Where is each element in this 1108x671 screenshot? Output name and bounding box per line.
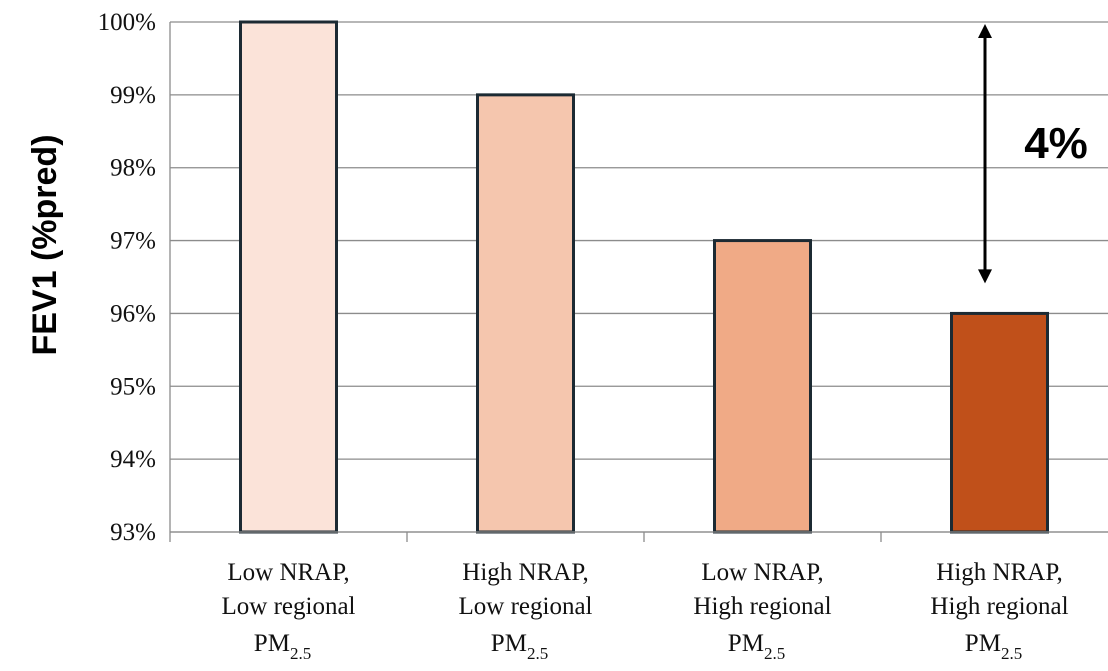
arrow-head-up-icon: [978, 24, 992, 38]
pm-text: PM: [254, 630, 290, 657]
category-label-line: High NRAP,: [462, 559, 588, 586]
y-tick-label: 93%: [110, 519, 156, 546]
pm-subscript: 2.5: [764, 644, 785, 663]
y-tick-label: 100%: [98, 9, 156, 36]
x-category-label: Low NRAP, Low regional PM2.5: [222, 559, 356, 663]
y-tick-label: 96%: [110, 300, 156, 327]
y-tick-label: 97%: [110, 228, 156, 255]
x-category-label: High NRAP, High regional PM2.5: [930, 559, 1068, 663]
bar: [713, 239, 812, 534]
pm-subscript: 2.5: [527, 644, 548, 663]
pm-subscript: 2.5: [290, 644, 311, 663]
bar: [476, 93, 575, 534]
pm-text: PM: [728, 630, 764, 657]
category-label-line: Low NRAP,: [701, 559, 823, 586]
x-category-label: Low NRAP, High regional PM2.5: [693, 559, 831, 663]
category-label-pm: PM2.5: [254, 630, 311, 663]
category-label-line: Low NRAP,: [227, 559, 349, 586]
y-tick-label: 99%: [110, 82, 156, 109]
axes: [169, 22, 1108, 542]
y-tick-labels: 100% 99% 98% 97% 96% 95% 94% 93%: [98, 9, 156, 546]
pm-text: PM: [491, 630, 527, 657]
category-label-line: High regional: [693, 593, 831, 620]
y-tick-label: 95%: [110, 373, 156, 400]
category-label-line: Low regional: [222, 593, 356, 620]
x-category-label: High NRAP, Low regional PM2.5: [459, 559, 593, 663]
annotation-label: 4%: [1024, 119, 1088, 168]
difference-annotation: 4%: [978, 24, 1088, 284]
y-axis-label: FEV1 (%pred): [26, 134, 64, 355]
bar: [950, 311, 1049, 534]
category-label-line: Low regional: [459, 593, 593, 620]
bar: [239, 20, 338, 534]
category-label-pm: PM2.5: [728, 630, 785, 663]
category-label-line: High regional: [930, 593, 1068, 620]
bars: [239, 20, 1049, 534]
y-tick-label: 98%: [110, 155, 156, 182]
pm-subscript: 2.5: [1001, 644, 1022, 663]
arrow-head-down-icon: [978, 269, 992, 284]
category-label-pm: PM2.5: [965, 630, 1022, 663]
y-tick-label: 94%: [110, 446, 156, 473]
category-label-line: High NRAP,: [936, 559, 1062, 586]
category-label-pm: PM2.5: [491, 630, 548, 663]
pm-text: PM: [965, 630, 1001, 657]
